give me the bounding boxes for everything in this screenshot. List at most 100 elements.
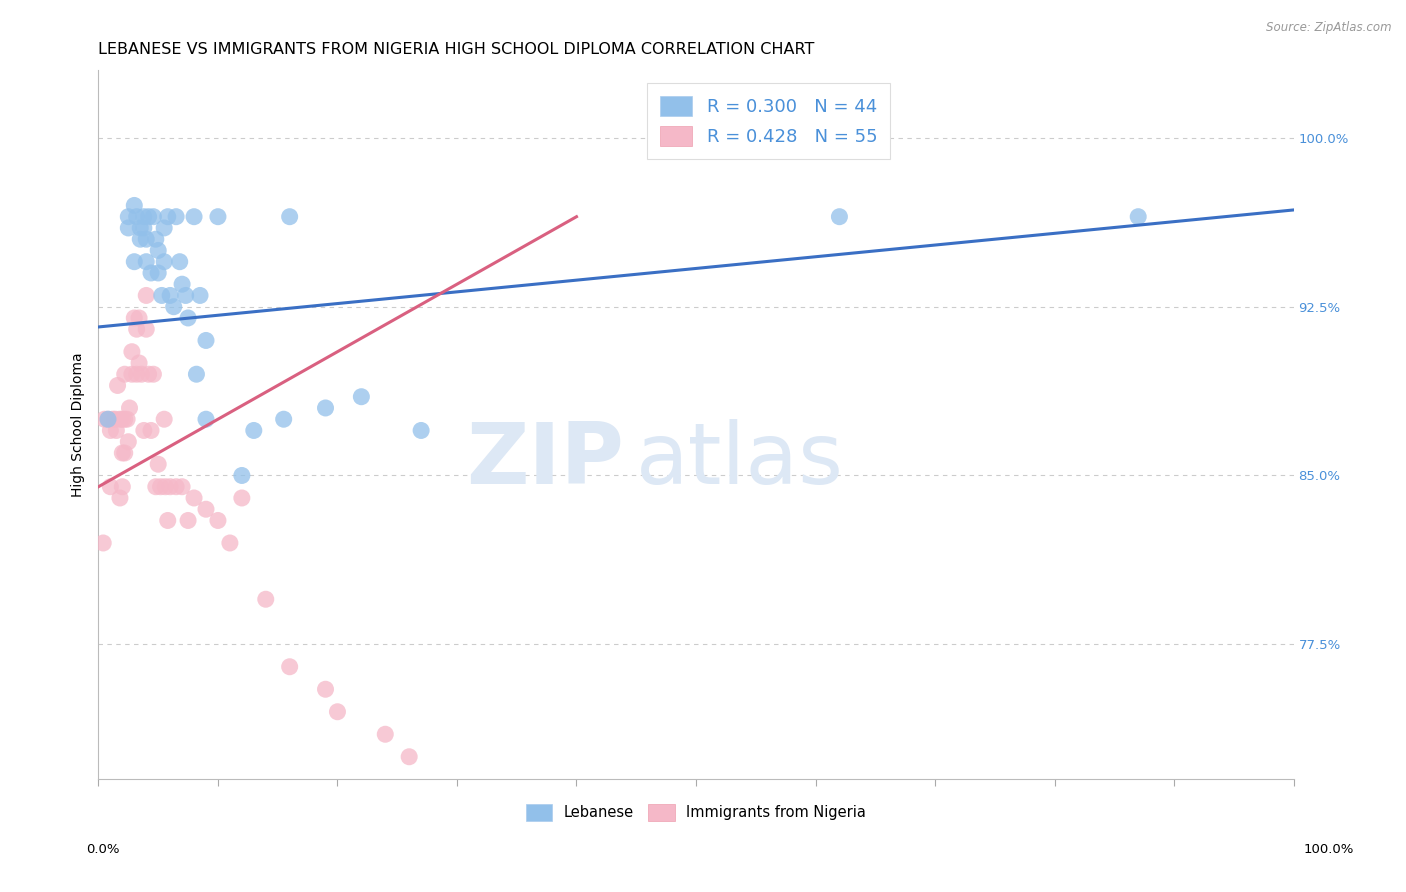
Point (1128, 210, 1150, 224)
Point (142, 368, 165, 382)
Point (107, 378, 129, 392)
Point (139, 424, 162, 438)
Point (104, 412, 127, 426)
Point (153, 254, 176, 268)
Point (117, 210, 139, 224)
Point (188, 288, 211, 302)
Point (124, 310, 146, 325)
Point (195, 502, 218, 516)
Point (350, 390, 373, 404)
Point (117, 434, 139, 449)
Point (97, 412, 120, 426)
Point (231, 468, 253, 483)
Point (108, 491, 131, 505)
Point (195, 334, 218, 348)
Y-axis label: High School Diploma: High School Diploma (72, 352, 86, 497)
Point (183, 491, 205, 505)
Point (114, 446, 136, 460)
Point (153, 412, 176, 426)
Point (97, 412, 120, 426)
Point (398, 749, 420, 764)
Point (150, 288, 173, 302)
Point (149, 480, 172, 494)
Point (100, 424, 122, 438)
Text: LEBANESE VS IMMIGRANTS FROM NIGERIA HIGH SCHOOL DIPLOMA CORRELATION CHART: LEBANESE VS IMMIGRANTS FROM NIGERIA HIGH… (98, 42, 815, 57)
Point (139, 266, 162, 280)
Point (105, 424, 128, 438)
Point (125, 322, 148, 336)
Point (132, 210, 155, 224)
Point (273, 412, 295, 426)
Point (108, 412, 131, 426)
Point (125, 210, 148, 224)
Point (159, 288, 181, 302)
Point (132, 221, 155, 235)
Text: 100.0%: 100.0% (1303, 843, 1354, 856)
Point (186, 368, 208, 382)
Point (129, 221, 152, 235)
Point (159, 480, 181, 494)
Point (177, 513, 200, 527)
Point (129, 232, 152, 246)
Point (411, 424, 433, 438)
Point (121, 344, 143, 359)
Point (138, 210, 160, 224)
Point (117, 221, 139, 235)
Text: 0.0%: 0.0% (86, 843, 120, 856)
Point (135, 254, 157, 268)
Point (207, 210, 229, 224)
Point (125, 368, 148, 382)
Point (142, 210, 165, 224)
Point (135, 322, 157, 336)
Point (148, 457, 170, 471)
Point (132, 424, 155, 438)
Point (145, 232, 167, 246)
Point (148, 266, 170, 280)
Point (163, 300, 186, 314)
Point (124, 254, 146, 268)
Point (111, 412, 134, 426)
Point (207, 513, 229, 527)
Point (155, 480, 177, 494)
Point (100, 480, 122, 494)
Point (243, 424, 266, 438)
Point (172, 277, 194, 292)
Point (91, 536, 114, 550)
Point (315, 682, 337, 697)
Point (174, 288, 197, 302)
Point (135, 288, 157, 302)
Text: ZIP: ZIP (467, 418, 624, 502)
Point (156, 210, 179, 224)
Point (148, 244, 170, 258)
Point (165, 210, 187, 224)
Point (169, 254, 191, 268)
Point (153, 221, 176, 235)
Point (121, 368, 143, 382)
Point (93, 412, 115, 426)
Point (278, 659, 301, 673)
Point (828, 210, 851, 224)
Point (128, 310, 150, 325)
Point (138, 368, 160, 382)
Point (124, 198, 146, 212)
Point (111, 446, 134, 460)
Point (101, 412, 124, 426)
Point (231, 491, 253, 505)
Text: atlas: atlas (637, 418, 844, 502)
Legend: Lebanese, Immigrants from Nigeria: Lebanese, Immigrants from Nigeria (522, 799, 870, 825)
Point (128, 356, 150, 370)
Point (195, 412, 218, 426)
Point (114, 412, 136, 426)
Point (114, 368, 136, 382)
Point (145, 480, 167, 494)
Point (135, 232, 157, 246)
Point (374, 727, 396, 741)
Point (172, 480, 194, 494)
Point (254, 592, 277, 607)
Text: Source: ZipAtlas.com: Source: ZipAtlas.com (1267, 21, 1392, 34)
Point (115, 412, 138, 426)
Point (111, 480, 134, 494)
Point (177, 310, 200, 325)
Point (326, 705, 349, 719)
Point (219, 536, 242, 550)
